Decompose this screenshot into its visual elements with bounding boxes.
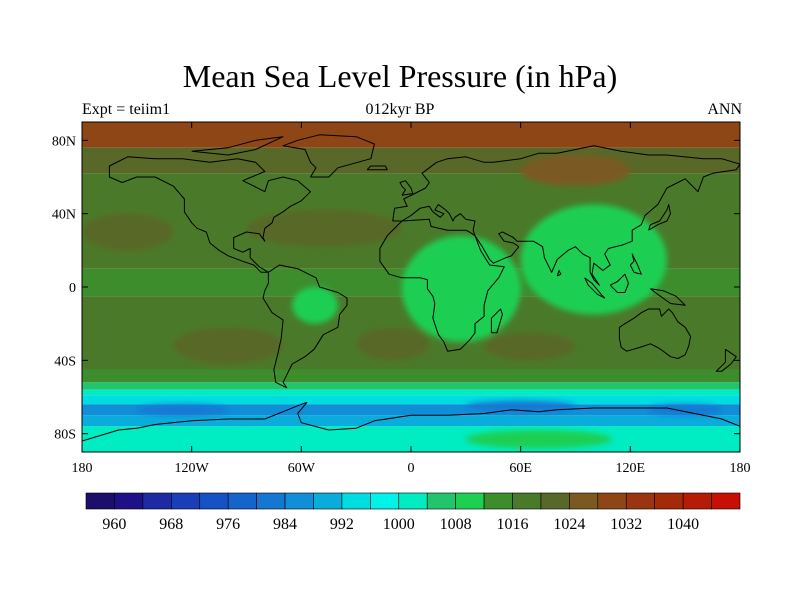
pressure-high-3 bbox=[173, 327, 284, 364]
colorbar: 960 968 976 984 992 1000 1008 1016 1024 1032 1040 bbox=[85, 492, 741, 533]
coastline-madagascar bbox=[490, 308, 503, 334]
pressure-low-6 bbox=[401, 235, 521, 342]
pressure-band-5 bbox=[82, 369, 740, 383]
coastline-greenland-arctic-islands bbox=[191, 136, 284, 156]
pressure-low-9 bbox=[136, 404, 229, 416]
x-tick-label-5: 120E bbox=[616, 461, 646, 476]
colorbar-box-1 bbox=[114, 492, 144, 510]
pressure-band-1 bbox=[82, 147, 740, 174]
coastline-africa bbox=[379, 218, 505, 352]
x-tick-label-4: 60E bbox=[509, 461, 532, 476]
coastline-greenland bbox=[282, 134, 375, 178]
coastline-britain bbox=[399, 180, 414, 196]
colorbar-box-13 bbox=[455, 492, 485, 510]
map-axes: 180 120W 60W 0 60E 120E 180 80N 40N 0 40S 80S bbox=[52, 122, 751, 476]
coastline-eurasia bbox=[392, 145, 740, 286]
pressure-low-10 bbox=[465, 400, 576, 412]
pressure-high-12 bbox=[465, 430, 613, 449]
colorbar-box-21 bbox=[682, 492, 712, 510]
colorbar-box-5 bbox=[227, 492, 257, 510]
pressure-field bbox=[82, 122, 740, 452]
coastline-australia bbox=[618, 308, 692, 359]
experiment-label: Expt = teiim1 bbox=[82, 101, 171, 118]
pressure-high-2 bbox=[520, 155, 631, 187]
pressure-band-7 bbox=[82, 389, 740, 396]
y-tick-label-4: 80S bbox=[54, 428, 76, 443]
colorbar-box-9 bbox=[341, 492, 371, 510]
y-tick-label-2: 0 bbox=[69, 281, 76, 296]
y-tick-label-3: 40S bbox=[54, 354, 76, 369]
colorbar-box-19 bbox=[625, 492, 655, 510]
colorbar-box-2 bbox=[142, 492, 172, 510]
coastline-borneo bbox=[609, 273, 629, 293]
pressure-low-11 bbox=[648, 404, 722, 416]
coastline-antarctica bbox=[82, 402, 740, 442]
colorbar-label-6: 1008 bbox=[440, 516, 472, 533]
pressure-low-7 bbox=[520, 204, 667, 315]
colorbar-box-0 bbox=[85, 492, 115, 510]
colorbar-box-6 bbox=[256, 492, 286, 510]
x-tick-label-6: 180 bbox=[730, 461, 751, 476]
colorbar-box-3 bbox=[171, 492, 201, 510]
coastline-north-america bbox=[108, 156, 311, 273]
colorbar-label-2: 976 bbox=[216, 516, 240, 533]
season-label: ANN bbox=[707, 101, 742, 118]
colorbar-box-10 bbox=[370, 492, 400, 510]
colorbar-label-1: 968 bbox=[159, 516, 183, 533]
colorbar-box-15 bbox=[512, 492, 542, 510]
y-tick-label-1: 40N bbox=[52, 208, 76, 223]
coastline-sri-lanka bbox=[556, 270, 562, 277]
colorbar-label-8: 1024 bbox=[553, 516, 585, 533]
pressure-high-5 bbox=[484, 332, 576, 361]
colorbar-label-9: 1032 bbox=[610, 516, 642, 533]
pressure-band-10 bbox=[82, 415, 740, 427]
pressure-high-0 bbox=[246, 210, 402, 247]
colorbar-label-10: 1040 bbox=[667, 516, 699, 533]
coastline-iceland bbox=[366, 165, 388, 171]
colorbar-box-22 bbox=[711, 492, 741, 510]
x-tick-label-1: 120W bbox=[175, 461, 210, 476]
x-tick-label-3: 0 bbox=[408, 461, 415, 476]
coastline-new-guinea bbox=[650, 288, 686, 306]
colorbar-label-3: 984 bbox=[273, 516, 297, 533]
coastline-south-america bbox=[262, 264, 348, 389]
pressure-high-4 bbox=[356, 327, 430, 361]
pressure-band-8 bbox=[82, 395, 740, 405]
colorbar-box-18 bbox=[597, 492, 627, 510]
chart-subtitle: 012kyr BP bbox=[365, 101, 435, 118]
colorbar-box-17 bbox=[569, 492, 599, 510]
x-tick-label-0: 180 bbox=[72, 461, 93, 476]
pressure-band-9 bbox=[82, 404, 740, 416]
colorbar-box-14 bbox=[483, 492, 513, 510]
y-tick-label-0: 80N bbox=[52, 134, 76, 149]
coastline-new-zealand bbox=[715, 348, 737, 372]
pressure-high-1 bbox=[82, 213, 174, 251]
pressure-low-8 bbox=[292, 287, 338, 324]
colorbar-label-4: 992 bbox=[330, 516, 354, 533]
colorbar-box-20 bbox=[654, 492, 684, 510]
coastline-sumatra bbox=[584, 277, 606, 299]
colorbar-box-7 bbox=[284, 492, 314, 510]
coastline-japan bbox=[648, 204, 671, 231]
x-tick-label-2: 60W bbox=[288, 461, 316, 476]
pressure-features bbox=[82, 155, 722, 449]
chart-title: Mean Sea Level Pressure (in hPa) bbox=[182, 58, 618, 94]
colorbar-label-5: 1000 bbox=[383, 516, 415, 533]
colorbar-box-11 bbox=[398, 492, 428, 510]
coastlines bbox=[82, 134, 740, 442]
colorbar-box-4 bbox=[199, 492, 229, 510]
colorbar-label-7: 1016 bbox=[497, 516, 529, 533]
pressure-band-6 bbox=[82, 382, 740, 390]
colorbar-label-0: 960 bbox=[102, 516, 126, 533]
coastline-philippines bbox=[629, 253, 642, 275]
colorbar-box-8 bbox=[313, 492, 343, 510]
colorbar-box-16 bbox=[540, 492, 570, 510]
colorbar-box-12 bbox=[426, 492, 456, 510]
